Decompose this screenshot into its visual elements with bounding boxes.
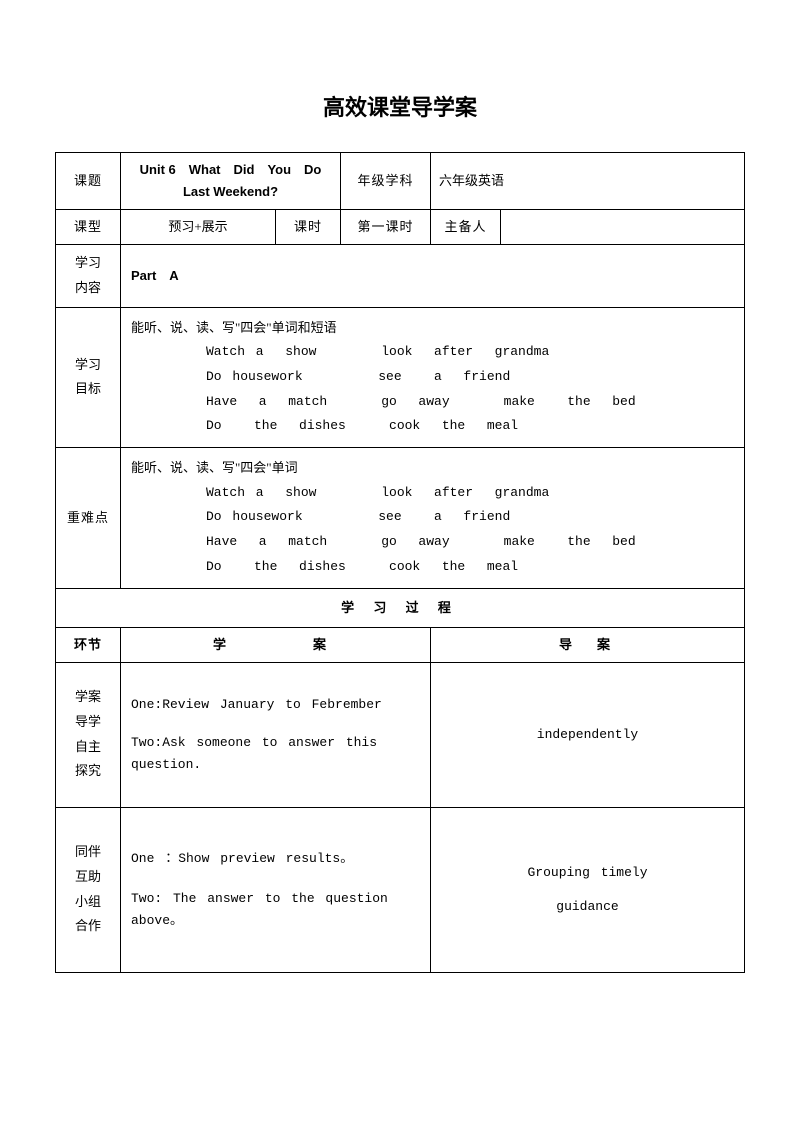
type-value: 预习+展示 xyxy=(121,210,276,245)
content-label: 学习 内容 xyxy=(56,245,121,307)
goals-content: 能听、说、读、写"四会"单词和短语 Watch a show look afte… xyxy=(121,307,745,447)
period-label: 课时 xyxy=(276,210,341,245)
plan-header: 学 案 xyxy=(121,627,431,662)
difficulty-row: 重难点 能听、说、读、写"四会"单词 Watch a show look aft… xyxy=(56,448,745,588)
step2-label: 同伴 互助 小组 合作 xyxy=(56,807,121,972)
page-title: 高效课堂导学案 xyxy=(55,90,745,122)
lesson-plan-table: 课题 Unit 6 What Did You Do Last Weekend? … xyxy=(55,152,745,973)
step2-content: One ：Show preview results。 Two: The answ… xyxy=(121,807,431,972)
step1-row: 学案 导学 自主 探究 One:Review January to Febrem… xyxy=(56,662,745,807)
goals-row: 学习 目标 能听、说、读、写"四会"单词和短语 Watch a show loo… xyxy=(56,307,745,447)
type-row: 课型 预习+展示 课时 第一课时 主备人 xyxy=(56,210,745,245)
process-header-row: 学 习 过 程 xyxy=(56,588,745,627)
topic-row: 课题 Unit 6 What Did You Do Last Weekend? … xyxy=(56,153,745,210)
goals-label: 学习 目标 xyxy=(56,307,121,447)
period-value: 第一课时 xyxy=(341,210,431,245)
step2-guide: Grouping timely guidance xyxy=(431,807,745,972)
process-header: 学 习 过 程 xyxy=(56,588,745,627)
preparer-value xyxy=(501,210,745,245)
guide-header: 导 案 xyxy=(431,627,745,662)
difficulty-content: 能听、说、读、写"四会"单词 Watch a show look after g… xyxy=(121,448,745,588)
type-label: 课型 xyxy=(56,210,121,245)
preparer-label: 主备人 xyxy=(431,210,501,245)
grade-subject-label: 年级学科 xyxy=(341,153,431,210)
step1-label: 学案 导学 自主 探究 xyxy=(56,662,121,807)
topic-label: 课题 xyxy=(56,153,121,210)
content-value: Part A xyxy=(121,245,745,307)
step-label: 环节 xyxy=(56,627,121,662)
step2-row: 同伴 互助 小组 合作 One ：Show preview results。 T… xyxy=(56,807,745,972)
step1-content: One:Review January to Febrember Two:Ask … xyxy=(121,662,431,807)
content-row: 学习 内容 Part A xyxy=(56,245,745,307)
columns-header-row: 环节 学 案 导 案 xyxy=(56,627,745,662)
grade-subject-value: 六年级英语 xyxy=(431,153,745,210)
topic-value: Unit 6 What Did You Do Last Weekend? xyxy=(121,153,341,210)
difficulty-label: 重难点 xyxy=(56,448,121,588)
step1-guide: independently xyxy=(431,662,745,807)
